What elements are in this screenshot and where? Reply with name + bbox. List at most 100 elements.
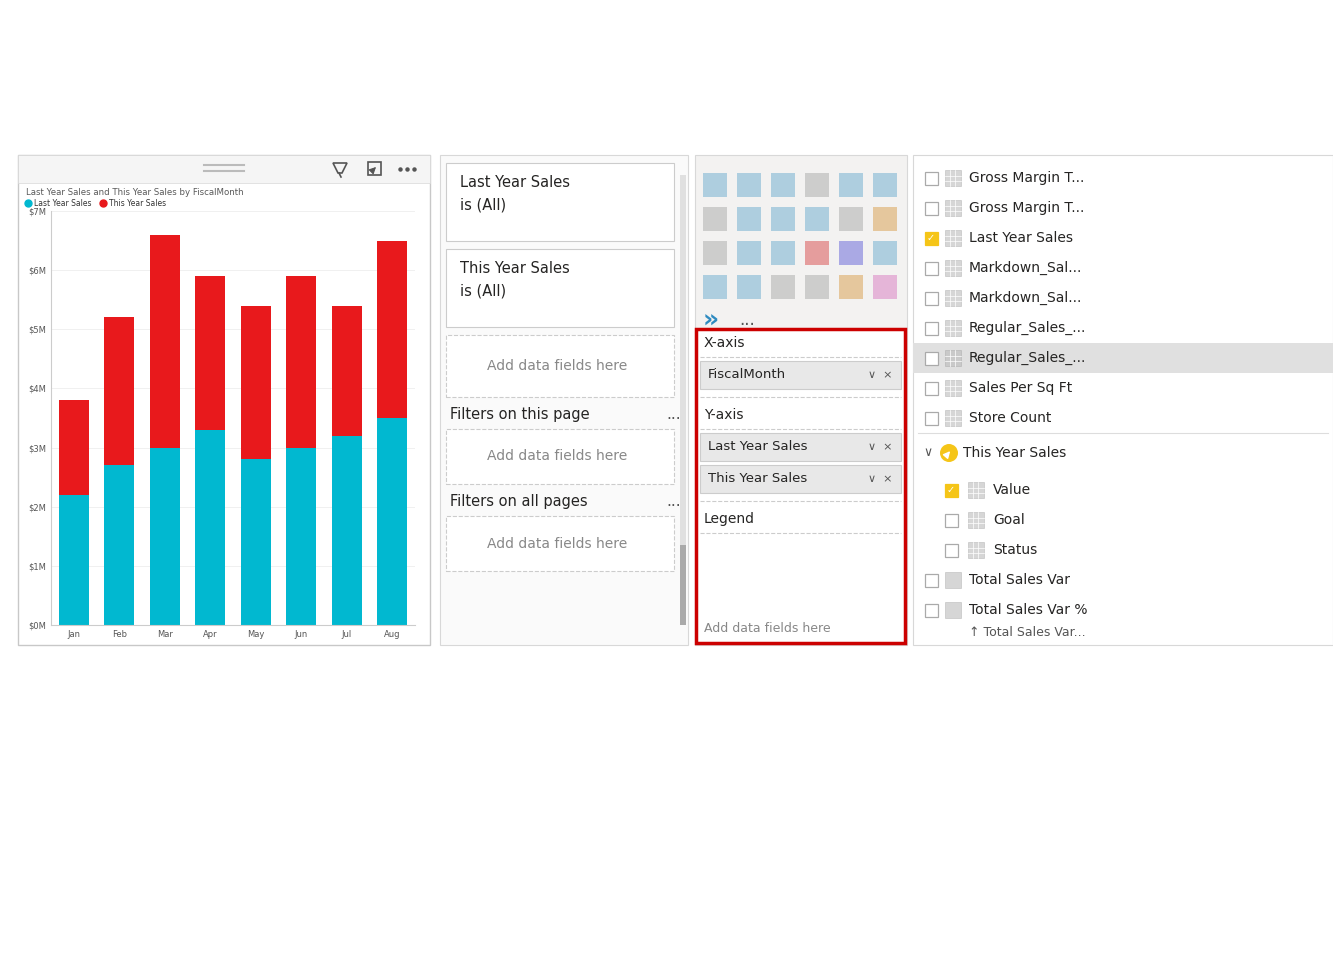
- Text: is (All): is (All): [460, 197, 507, 212]
- Text: X-axis: X-axis: [704, 336, 745, 350]
- Bar: [694, 155, 906, 645]
- Bar: [196, 430, 225, 625]
- Text: ...: ...: [666, 494, 681, 509]
- Text: This Year Sales: This Year Sales: [109, 198, 167, 208]
- Bar: [925, 232, 937, 244]
- Bar: [925, 574, 937, 586]
- Bar: [945, 602, 961, 618]
- Bar: [873, 207, 897, 231]
- Bar: [913, 343, 1333, 373]
- Text: Sales Per Sq Ft: Sales Per Sq Ft: [969, 381, 1072, 395]
- Bar: [925, 262, 937, 274]
- Text: Add data fields here: Add data fields here: [487, 536, 627, 551]
- Text: ∨  ×: ∨ ×: [869, 442, 893, 452]
- Bar: [925, 292, 937, 304]
- Bar: [873, 241, 897, 265]
- Text: Store Count: Store Count: [969, 411, 1052, 425]
- Bar: [805, 241, 829, 265]
- Bar: [945, 260, 961, 276]
- Text: Last Year Sales: Last Year Sales: [460, 175, 571, 190]
- Bar: [696, 329, 905, 643]
- Bar: [104, 466, 135, 625]
- Bar: [945, 514, 957, 526]
- Text: Gross Margin T...: Gross Margin T...: [969, 171, 1084, 185]
- Bar: [680, 175, 686, 625]
- Text: ✓: ✓: [946, 485, 954, 495]
- Text: Status: Status: [993, 543, 1037, 557]
- Bar: [700, 465, 901, 493]
- Text: Filters on all pages: Filters on all pages: [451, 494, 588, 509]
- Bar: [737, 241, 761, 265]
- Bar: [945, 320, 961, 336]
- Bar: [770, 241, 794, 265]
- Bar: [19, 155, 431, 645]
- Bar: [945, 200, 961, 216]
- Bar: [945, 484, 957, 497]
- Text: This Year Sales: This Year Sales: [708, 472, 808, 486]
- Bar: [440, 155, 688, 645]
- Bar: [945, 544, 957, 556]
- Text: ↑ Total Sales Var...: ↑ Total Sales Var...: [969, 627, 1085, 639]
- Bar: [59, 400, 88, 495]
- Text: This Year Sales: This Year Sales: [962, 446, 1066, 460]
- Text: ∨  ×: ∨ ×: [869, 474, 893, 484]
- Text: Last Year Sales: Last Year Sales: [35, 198, 92, 208]
- Bar: [702, 275, 726, 299]
- Bar: [945, 230, 961, 246]
- Bar: [945, 380, 961, 396]
- Text: FiscalMonth: FiscalMonth: [708, 368, 786, 382]
- Bar: [968, 542, 984, 558]
- Bar: [332, 436, 361, 625]
- Text: Add data fields here: Add data fields here: [487, 359, 627, 373]
- Bar: [770, 275, 794, 299]
- Bar: [702, 207, 726, 231]
- Bar: [805, 207, 829, 231]
- Bar: [447, 163, 674, 241]
- Text: Last Year Sales and This Year Sales by FiscalMonth: Last Year Sales and This Year Sales by F…: [27, 188, 244, 197]
- Text: Add data fields here: Add data fields here: [704, 622, 830, 636]
- Text: Regular_Sales_...: Regular_Sales_...: [969, 321, 1086, 335]
- Bar: [945, 350, 961, 366]
- Bar: [925, 322, 937, 334]
- Bar: [737, 207, 761, 231]
- Text: ...: ...: [666, 407, 681, 422]
- Text: Value: Value: [993, 483, 1032, 497]
- Text: Markdown_Sal...: Markdown_Sal...: [969, 261, 1082, 275]
- Bar: [925, 604, 937, 616]
- Text: Total Sales Var %: Total Sales Var %: [969, 603, 1088, 617]
- Bar: [287, 276, 316, 447]
- Bar: [332, 305, 361, 436]
- Bar: [945, 170, 961, 186]
- Text: Filters on this page: Filters on this page: [451, 407, 589, 422]
- Text: Y-axis: Y-axis: [704, 408, 744, 422]
- Bar: [241, 305, 271, 460]
- Text: Last Year Sales: Last Year Sales: [708, 440, 808, 453]
- Text: Add data fields here: Add data fields here: [487, 449, 627, 464]
- Bar: [913, 155, 1333, 645]
- Text: Regular_Sales_...: Regular_Sales_...: [969, 351, 1086, 365]
- Text: Gross Margin T...: Gross Margin T...: [969, 201, 1084, 215]
- Bar: [838, 275, 862, 299]
- Bar: [19, 155, 431, 183]
- Bar: [196, 276, 225, 430]
- Bar: [59, 495, 88, 625]
- Bar: [377, 241, 407, 418]
- Bar: [447, 249, 674, 327]
- Bar: [925, 382, 937, 394]
- Bar: [945, 572, 961, 588]
- Bar: [805, 275, 829, 299]
- Bar: [925, 352, 937, 364]
- Bar: [700, 361, 901, 389]
- Bar: [838, 173, 862, 197]
- Bar: [925, 172, 937, 185]
- Bar: [241, 460, 271, 625]
- Bar: [680, 545, 686, 625]
- Bar: [447, 429, 674, 484]
- Bar: [702, 173, 726, 197]
- Bar: [873, 275, 897, 299]
- Bar: [770, 207, 794, 231]
- Text: ✓: ✓: [926, 233, 934, 243]
- Text: Total Sales Var: Total Sales Var: [969, 573, 1070, 587]
- Bar: [838, 207, 862, 231]
- Bar: [805, 173, 829, 197]
